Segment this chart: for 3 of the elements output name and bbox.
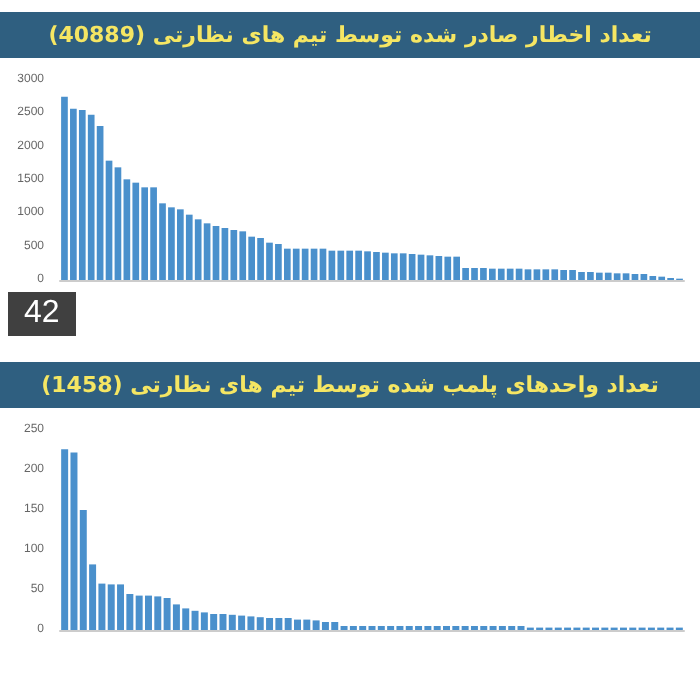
chart-title: تعداد واحدهای پلمب شده توسط تیم های نظارتی (1458) <box>41 372 659 398</box>
chart-title: تعداد اخطار صادر شده توسط تیم های نظارتی (40889) <box>48 22 652 48</box>
text: 42 <box>8 292 76 336</box>
